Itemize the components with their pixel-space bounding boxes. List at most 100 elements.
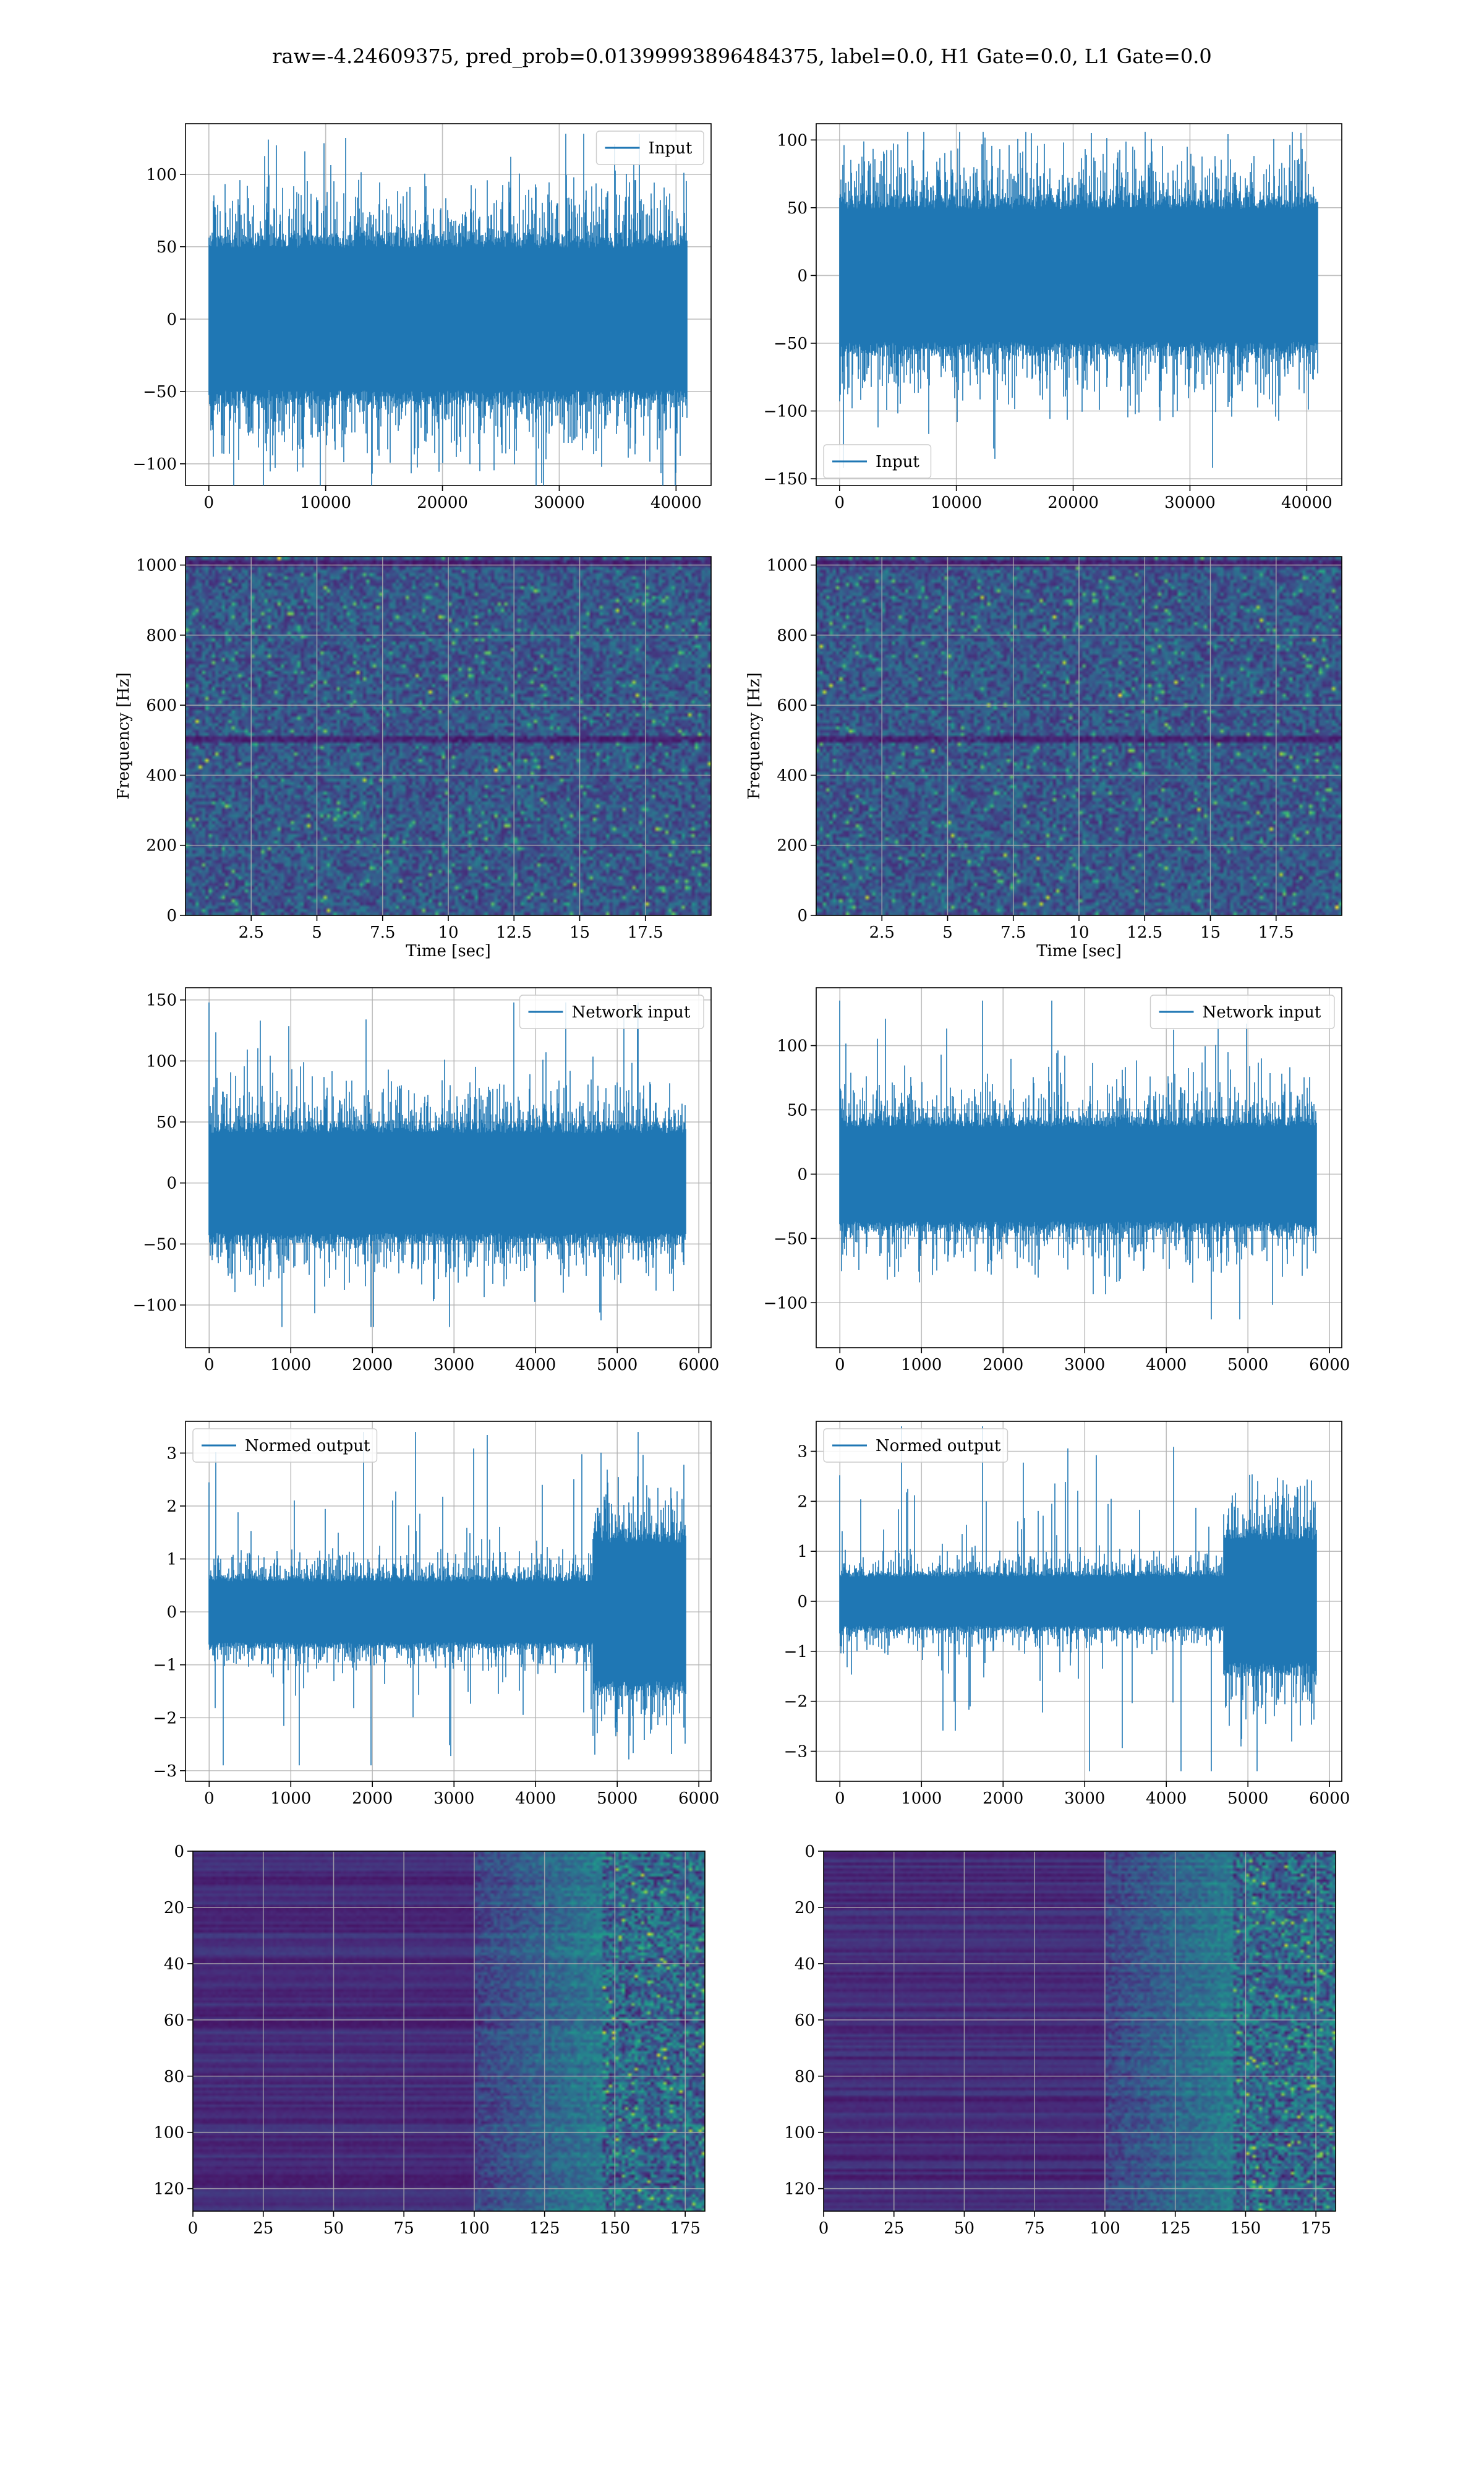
l1-normed-output-ytick-label-6: 3	[797, 1443, 808, 1462]
l1-spectrogram-panel: 2.5 5 7.5 10 12.5 15 17.5 0 200 400 600 800 1000 Time…	[745, 556, 1342, 961]
l1-feature-map-xtick-label-5: 125	[1160, 2219, 1191, 2238]
l1-normed-output-xtick-label-4: 4000	[1146, 1789, 1187, 1808]
h1-normed-output-ytick-label-4: 1	[166, 1551, 177, 1569]
l1-spectrogram-xtick-label-0: 2.5	[869, 923, 895, 942]
h1-normed-output-ytick-label-3: 0	[166, 1603, 177, 1622]
h1-input-frame	[185, 123, 712, 486]
l1-network-input-xtick-label-1: 1000	[901, 1356, 942, 1374]
l1-feature-map-ytick-label-4: 80	[795, 2068, 815, 2086]
l1-input-ytick-label-2: −50	[774, 335, 808, 353]
h1-feature-map-xtick-label-3: 75	[394, 2219, 414, 2238]
l1-feature-map-xtick-label-0: 0	[819, 2219, 829, 2238]
h1-feature-map-ytick-label-0: 0	[174, 1843, 184, 1861]
h1-feature-map-xtick-label-2: 50	[323, 2219, 344, 2238]
l1-network-input-xtick-label-0: 0	[835, 1356, 845, 1374]
l1-normed-output-xtick-label-2: 2000	[983, 1789, 1023, 1808]
l1-input-ytick-label-3: 0	[797, 267, 808, 285]
h1-spectrogram-ytick-label-0: 0	[166, 907, 177, 925]
l1-network-input-ytick-label-4: 100	[777, 1037, 808, 1056]
l1-feature-map-xtick-label-4: 100	[1090, 2219, 1120, 2238]
h1-normed-output-ytick-label-6: 3	[166, 1444, 177, 1463]
h1-normed-output-series-line	[208, 1432, 686, 1766]
l1-network-input-xtick-label-4: 4000	[1146, 1356, 1187, 1374]
l1-network-input-panel: 0 1000 2000 3000 4000 5000 6000 −100 −50 0 50 100 Ne…	[764, 987, 1350, 1374]
l1-spectrogram-ytick-label-4: 800	[777, 627, 808, 645]
h1-spectrogram-ytick-label-3: 600	[146, 696, 177, 715]
h1-input-panel: 0 10000 20000 30000 40000 −100 −50 0 50 100 Input	[133, 123, 712, 512]
l1-normed-output-ytick-label-5: 2	[797, 1492, 808, 1511]
h1-normed-output-frame	[185, 1421, 712, 1782]
l1-normed-output-xtick-label-6: 6000	[1309, 1789, 1350, 1808]
l1-normed-output-xtick-label-3: 3000	[1064, 1789, 1105, 1808]
h1-feature-map-ytick-label-4: 80	[164, 2068, 184, 2086]
h1-normed-output-legend	[192, 1428, 378, 1463]
h1-network-input-xtick-label-6: 6000	[678, 1356, 719, 1374]
l1-network-input-ytick-label-0: −100	[764, 1294, 808, 1312]
h1-network-input-panel: 0 1000 2000 3000 4000 5000 6000 −100 −50 0 50 100 15…	[133, 987, 719, 1374]
l1-spectrogram-xtick-label-5: 15	[1200, 923, 1221, 942]
h1-input-ytick-label-4: 100	[146, 166, 177, 184]
l1-spectrogram-xtick-label-3: 10	[1068, 923, 1089, 942]
h1-feature-map-panel: 0 25 50 75 100 125 150 175 0 20 40 60 80 100 120	[153, 1843, 706, 2238]
l1-spectrogram-ytick-label-2: 400	[777, 766, 808, 785]
h1-network-input-ytick-label-5: 150	[146, 991, 177, 1010]
l1-feature-map-ytick-label-3: 60	[795, 2011, 815, 2030]
l1-normed-output-series-line	[839, 1426, 1317, 1771]
l1-normed-output-ytick-label-1: −2	[784, 1693, 808, 1711]
l1-normed-output-xtick-label-1: 1000	[901, 1789, 942, 1808]
l1-feature-map-ytick-label-0: 0	[804, 1843, 815, 1861]
l1-input-legend	[823, 444, 932, 479]
l1-input-ytick-label-4: 50	[787, 199, 808, 218]
l1-input-xtick-label-3: 30000	[1164, 494, 1216, 512]
h1-spectrogram-xtick-label-6: 17.5	[628, 923, 663, 942]
l1-network-input-xtick-label-2: 2000	[983, 1356, 1023, 1374]
h1-normed-output-ytick-label-2: −1	[153, 1656, 177, 1675]
h1-normed-output-ytick-label-0: −3	[153, 1762, 177, 1781]
h1-spectrogram-ytick-label-4: 800	[146, 627, 177, 645]
l1-feature-map-xtick-label-1: 25	[884, 2219, 904, 2238]
l1-spectrogram-xtick-label-4: 12.5	[1127, 923, 1162, 942]
h1-network-input-ytick-label-2: 0	[166, 1175, 177, 1193]
h1-network-input-xtick-label-4: 4000	[515, 1356, 556, 1374]
l1-spectrogram-ytick-label-5: 1000	[767, 557, 808, 575]
l1-feature-map-ytick-label-5: 100	[784, 2124, 815, 2142]
l1-input-xtick-label-4: 40000	[1281, 494, 1333, 512]
l1-spectrogram-ytick-label-0: 0	[797, 907, 808, 925]
h1-feature-map-ytick-label-3: 60	[164, 2011, 184, 2030]
l1-input-legend-label: Input	[876, 453, 919, 471]
l1-input-ytick-label-1: −100	[764, 402, 808, 421]
h1-input-series-line	[208, 134, 688, 486]
l1-spectrogram-ytick-label-1: 200	[777, 837, 808, 855]
h1-spectrogram-xtick-label-0: 2.5	[239, 923, 264, 942]
h1-spectrogram-ytick-label-2: 400	[146, 766, 177, 785]
l1-normed-output-legend-label: Normed output	[876, 1437, 1001, 1455]
l1-feature-map-ytick-label-6: 120	[784, 2180, 815, 2199]
h1-spectrogram-xtick-label-3: 10	[438, 923, 458, 942]
h1-spectrogram-panel: 2.5 5 7.5 10 12.5 15 17.5 0 200 400 600 800 1000 Time…	[114, 556, 712, 961]
l1-input-series-line	[839, 132, 1318, 468]
l1-input-xtick-label-1: 10000	[931, 494, 982, 512]
l1-input-xtick-label-2: 20000	[1047, 494, 1099, 512]
h1-feature-map-xtick-label-0: 0	[188, 2219, 198, 2238]
l1-network-input-xtick-label-6: 6000	[1309, 1356, 1350, 1374]
h1-spectrogram-xtick-label-4: 12.5	[496, 923, 532, 942]
l1-network-input-ytick-label-1: −50	[774, 1230, 808, 1248]
h1-feature-map-frame	[192, 1851, 706, 2212]
l1-input-ytick-label-5: 100	[777, 131, 808, 150]
l1-network-input-ytick-label-2: 0	[797, 1165, 808, 1184]
l1-feature-map-xtick-label-2: 50	[954, 2219, 974, 2238]
l1-network-input-legend	[1149, 995, 1335, 1029]
l1-spectrogram-xtick-label-1: 5	[942, 923, 953, 942]
h1-network-input-frame	[185, 987, 712, 1348]
h1-network-input-ytick-label-1: −50	[143, 1235, 177, 1254]
h1-feature-map-xtick-label-7: 175	[670, 2219, 701, 2238]
h1-network-input-series-line	[208, 1002, 686, 1327]
h1-input-legend-label: Input	[649, 139, 693, 158]
l1-normed-output-ytick-label-2: −1	[784, 1643, 808, 1661]
h1-network-input-legend	[519, 995, 704, 1029]
h1-input-ytick-label-3: 50	[156, 238, 177, 257]
h1-normed-output-legend-label: Normed output	[245, 1437, 370, 1455]
l1-input-xtick-label-0: 0	[835, 494, 845, 512]
l1-spectrogram-xtick-label-6: 17.5	[1258, 923, 1294, 942]
l1-spectrogram-xlabel: Time [sec]	[1036, 942, 1122, 961]
